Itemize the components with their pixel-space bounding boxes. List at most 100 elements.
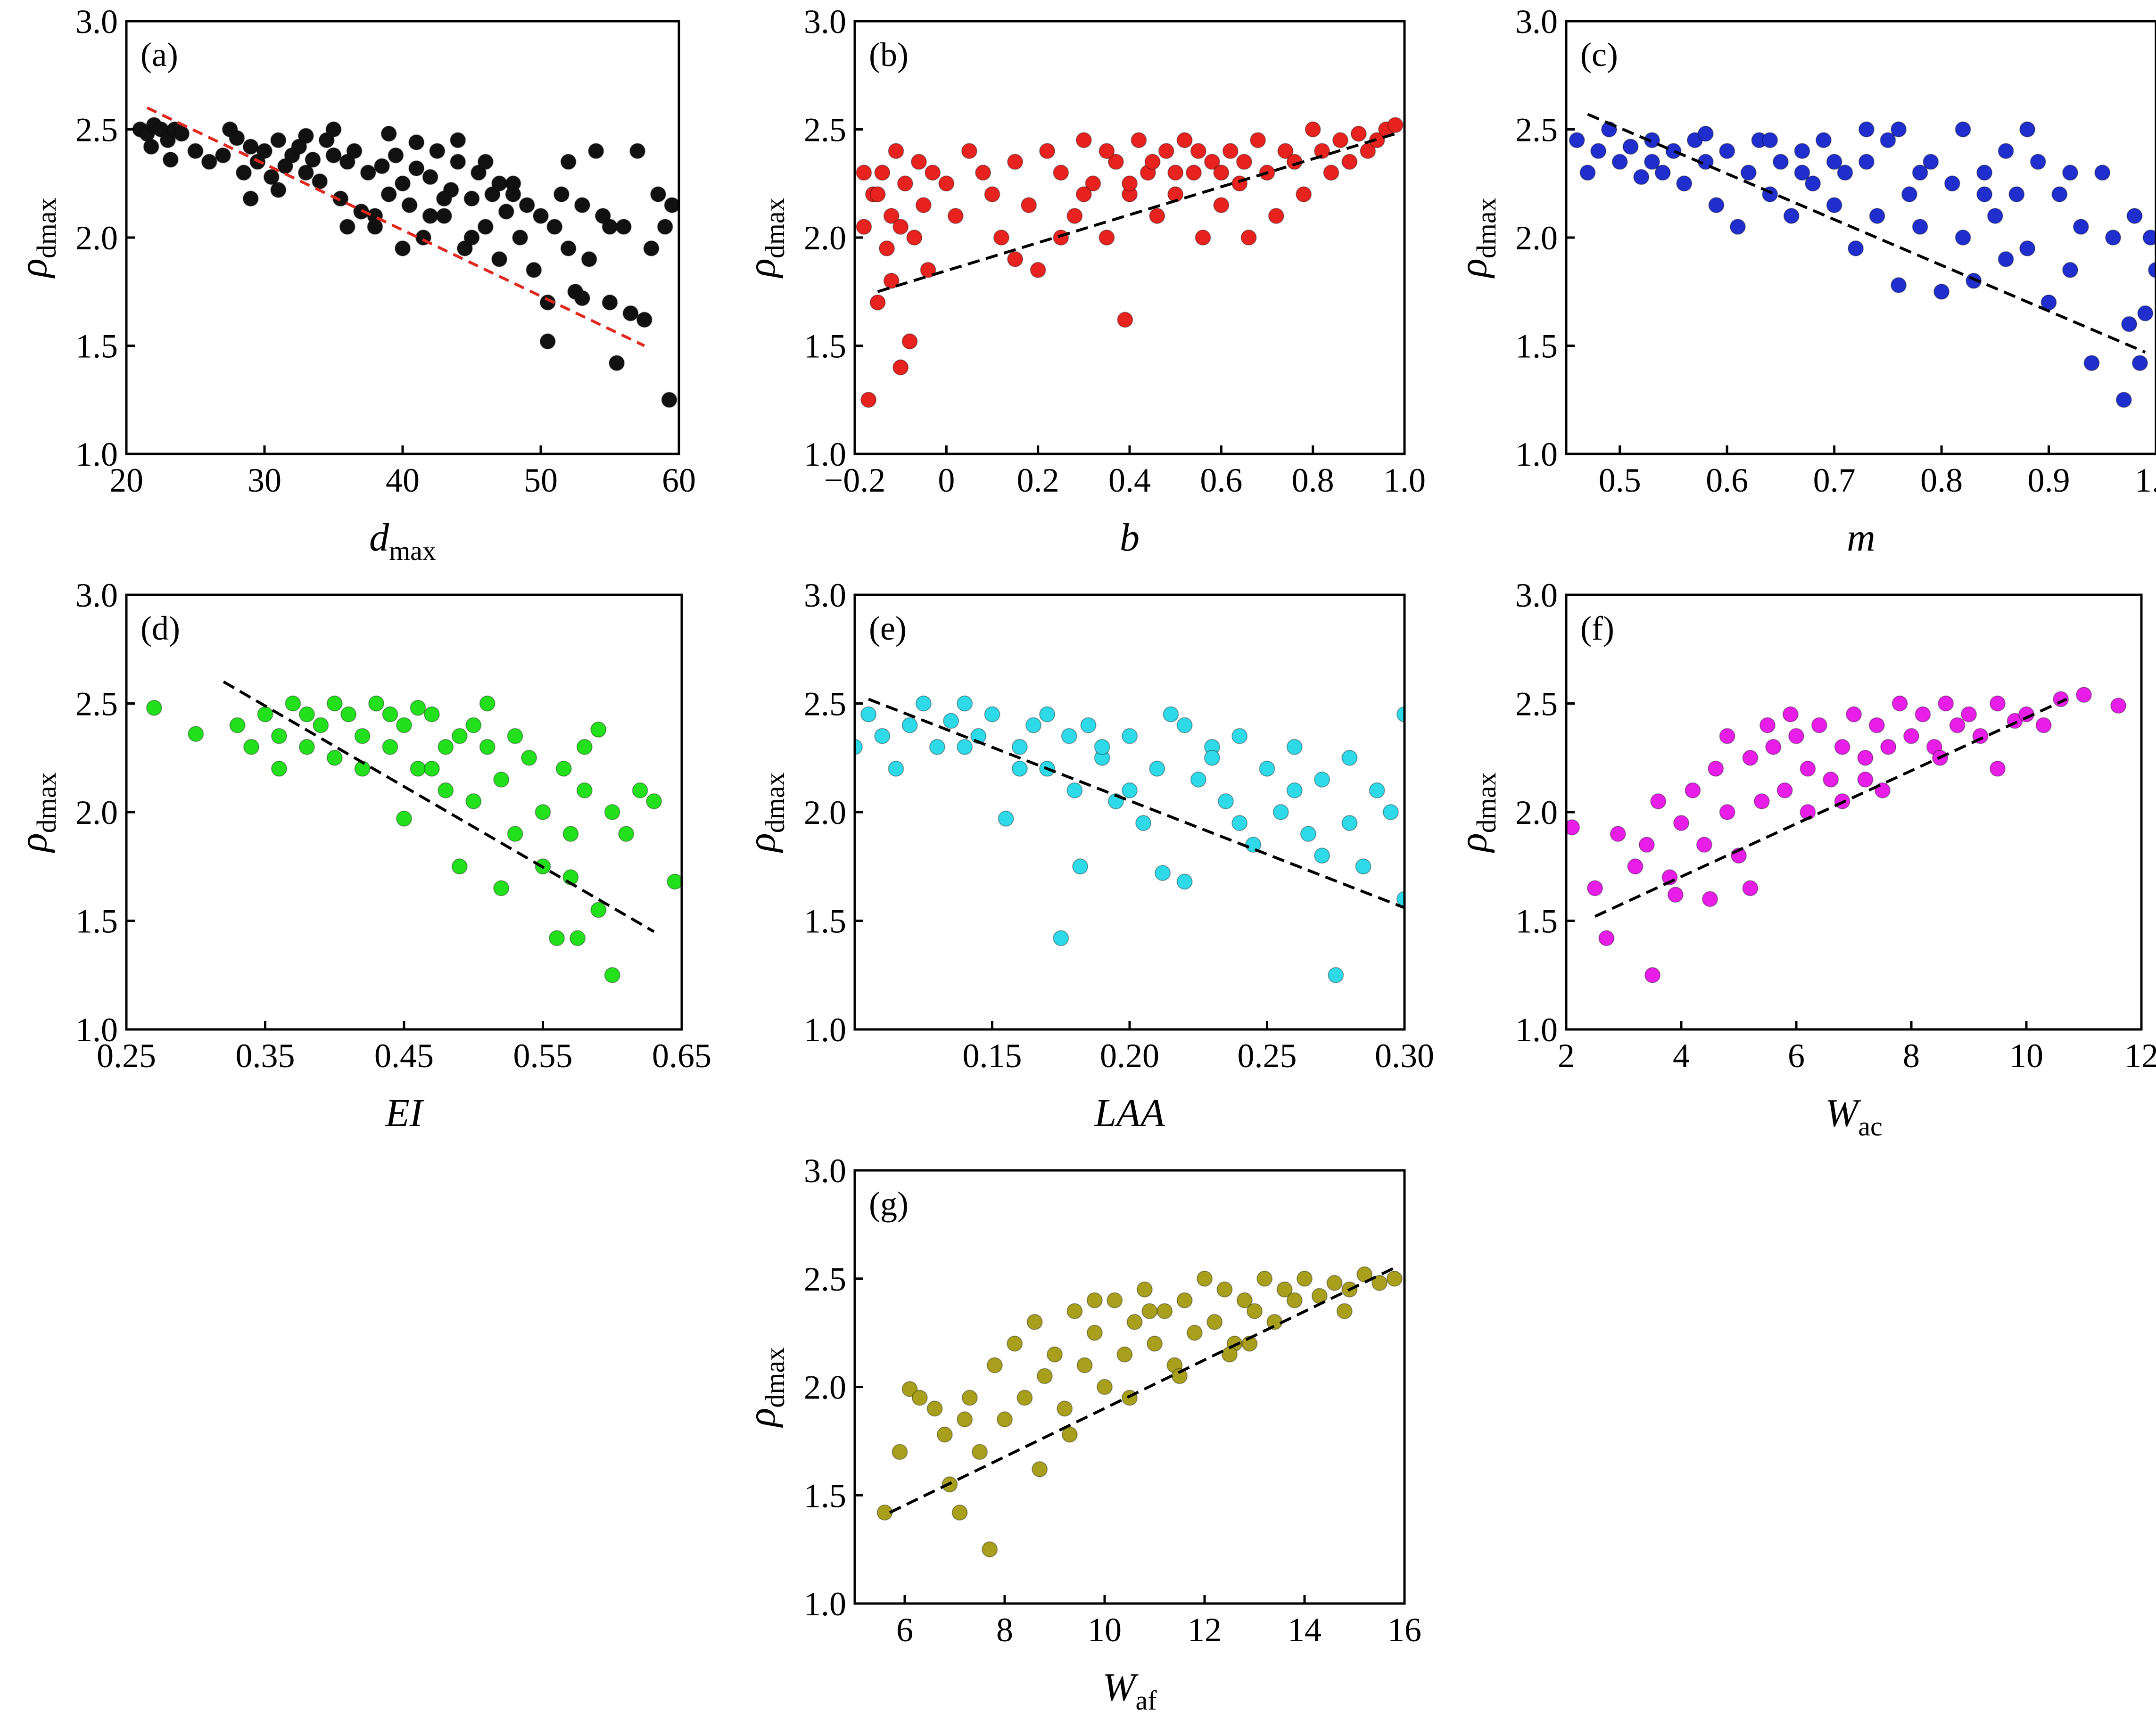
data-point (367, 208, 383, 224)
data-point (360, 164, 376, 181)
data-point (1341, 154, 1358, 170)
data-point (1076, 1357, 1093, 1374)
data-point (236, 164, 252, 181)
data-point (1256, 1270, 1273, 1287)
data-point (1141, 1303, 1158, 1319)
data-point (1097, 1379, 1113, 1395)
y-axis-subscript: dmax (760, 1347, 790, 1408)
x-axis-symbol: W (1102, 1665, 1139, 1709)
data-point (1610, 826, 1626, 842)
data-point (957, 1411, 973, 1428)
data-point (465, 793, 482, 809)
data-point (1673, 815, 1689, 831)
x-tick-label: 0.2 (1017, 461, 1059, 499)
data-point (1622, 139, 1639, 155)
data-point (1216, 1281, 1233, 1298)
data-point (2008, 186, 2025, 203)
x-tick-label: 0.15 (963, 1037, 1022, 1075)
x-axis-title: EI (385, 1091, 424, 1135)
data-point (879, 240, 895, 256)
data-point (1719, 143, 1735, 159)
y-axis-subscript: dmax (1471, 772, 1502, 833)
data-point (1611, 154, 1628, 170)
x-tick-label: 0.6 (1706, 461, 1748, 499)
data-point (1650, 793, 1667, 809)
data-point (1912, 164, 1928, 181)
data-point (1880, 739, 1897, 755)
trend-line (1594, 698, 2067, 918)
data-point (1163, 706, 1179, 723)
x-tick-label: 12 (1188, 1611, 1222, 1649)
data-point (982, 1541, 998, 1558)
x-axis-subscript: ac (1858, 1111, 1883, 1142)
plot-frame (853, 593, 1406, 1031)
data-point (1297, 1270, 1313, 1287)
data-point (1742, 749, 1759, 766)
data-point (892, 219, 909, 235)
data-point (1332, 132, 1348, 148)
data-point (1794, 143, 1810, 159)
data-point (450, 132, 466, 148)
data-point (1944, 175, 1960, 192)
scatter-points (876, 1266, 1403, 1558)
x-axis-symbol: EI (385, 1091, 424, 1135)
data-point (1387, 117, 1404, 133)
data-point (1066, 782, 1083, 798)
data-point (408, 134, 425, 150)
x-tick-label: 8 (996, 1611, 1013, 1649)
data-point (1268, 208, 1284, 224)
data-point (1107, 1292, 1123, 1308)
y-axis-title: ρdmax (11, 772, 62, 853)
data-point (1314, 143, 1330, 159)
x-tick-label: 0.20 (1100, 1037, 1159, 1075)
panel-e: 0.15 0.20 0.25 0.30 1.0 1.5 2.0 2.5 3.0 (e) LAA ρdm… (740, 576, 1434, 1135)
data-point (576, 782, 593, 798)
data-point (1776, 782, 1793, 798)
data-point (1025, 717, 1041, 733)
data-point (423, 760, 440, 777)
data-point (270, 132, 287, 148)
data-point (1566, 819, 1580, 836)
x-axis-symbol: W (1825, 1091, 1861, 1135)
x-axis-subscript: max (389, 535, 436, 566)
data-point (1794, 164, 1810, 181)
data-point (1099, 143, 1115, 159)
data-point (664, 197, 679, 214)
data-point (1122, 175, 1138, 192)
data-point (229, 717, 246, 733)
data-point (1740, 164, 1757, 181)
panel-g: 6 8 10 12 14 16 1.0 1.5 2.0 2.5 3.0 (g) Waf ρdmax (740, 1152, 1421, 1716)
data-point (1277, 143, 1294, 159)
data-point (1117, 312, 1133, 328)
data-point (888, 760, 904, 777)
data-point (2035, 717, 2052, 733)
y-tick-label: 3.0 (1515, 576, 1558, 614)
y-axis-title: ρdmax (740, 1347, 790, 1428)
data-point (1811, 717, 1827, 733)
data-point (1590, 143, 1607, 159)
data-point (1011, 760, 1028, 777)
x-tick-label: 6 (896, 1611, 913, 1649)
data-point (512, 230, 529, 246)
data-point (159, 132, 176, 148)
data-point (1644, 967, 1660, 983)
data-point (1356, 1266, 1373, 1283)
data-point (951, 1505, 968, 1521)
data-point (1892, 695, 1908, 712)
data-point (1222, 143, 1239, 159)
data-point (256, 143, 273, 159)
data-point (1247, 1303, 1263, 1319)
data-point (1961, 706, 1977, 723)
plot-frame (1565, 20, 2156, 455)
data-point (1815, 132, 1832, 148)
data-point (646, 793, 662, 809)
data-point (539, 333, 556, 350)
data-point (1753, 793, 1770, 809)
data-point (1080, 717, 1097, 733)
data-point (925, 164, 941, 181)
x-tick-label: 8 (1903, 1037, 1920, 1075)
data-point (1987, 208, 2003, 224)
data-point (1122, 782, 1138, 798)
y-tick-label: 2.0 (1515, 219, 1558, 257)
scatter-points (855, 695, 1404, 983)
